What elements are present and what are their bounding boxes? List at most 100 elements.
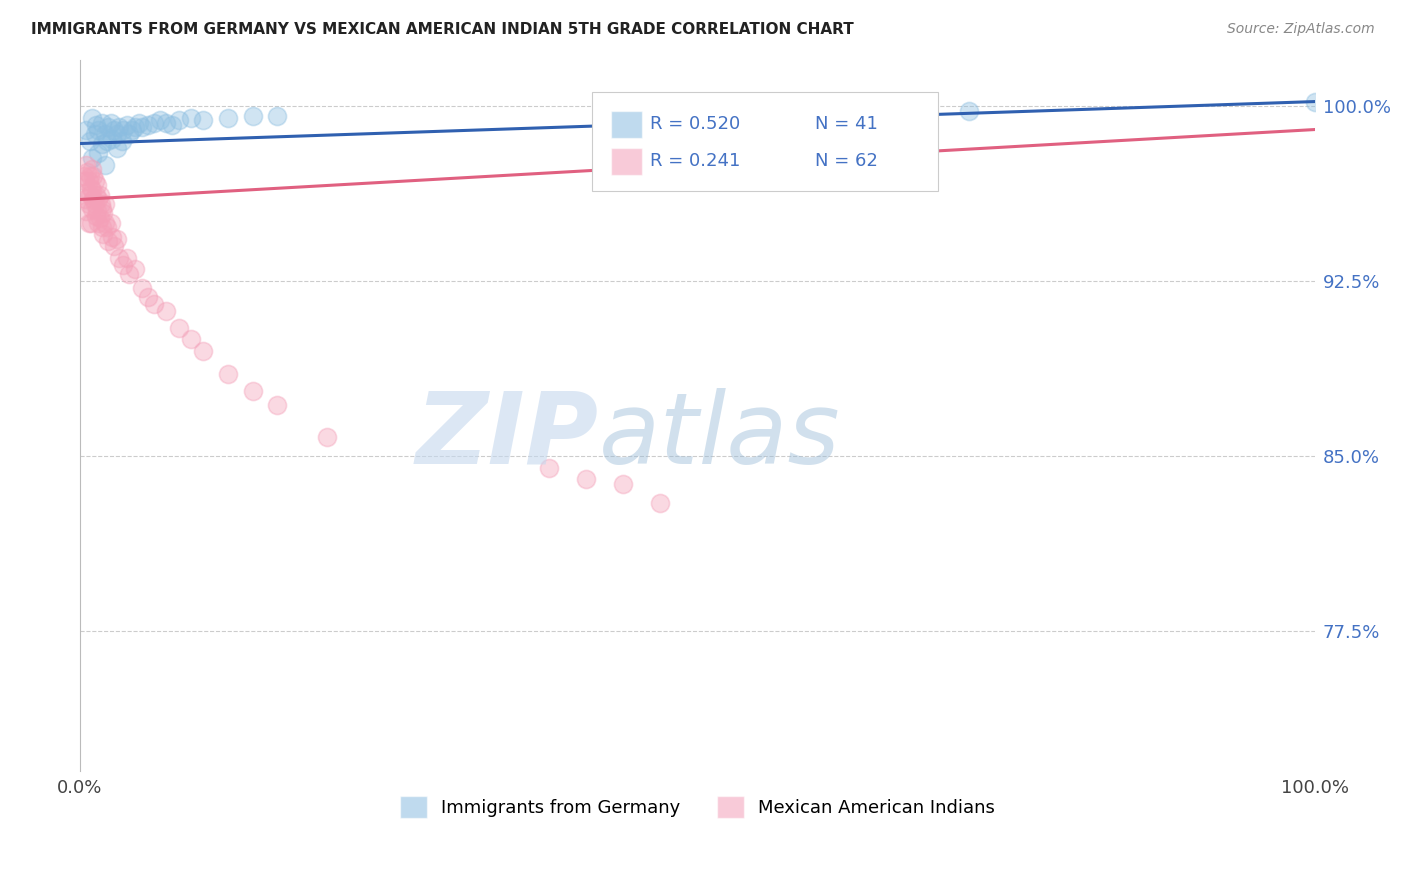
Point	[82, 183, 104, 197]
Point	[217, 368, 239, 382]
Point	[100, 216, 122, 230]
Point	[77, 197, 100, 211]
Text: R = 0.241: R = 0.241	[651, 153, 741, 170]
Point	[96, 220, 118, 235]
Point	[87, 193, 110, 207]
Text: R = 0.520: R = 0.520	[651, 115, 741, 133]
Point	[105, 127, 128, 141]
Point	[82, 151, 104, 165]
Point	[142, 297, 165, 311]
Point	[82, 193, 104, 207]
Point	[124, 120, 146, 135]
Point	[87, 145, 110, 160]
Point	[101, 132, 124, 146]
Point	[80, 216, 103, 230]
Point	[115, 251, 138, 265]
Point	[79, 187, 101, 202]
Point	[193, 113, 215, 128]
Point	[82, 111, 104, 125]
Point	[105, 232, 128, 246]
Point	[242, 109, 264, 123]
Point	[73, 193, 96, 207]
Legend: Immigrants from Germany, Mexican American Indians: Immigrants from Germany, Mexican America…	[392, 789, 1002, 826]
Point	[84, 118, 107, 132]
Point	[84, 209, 107, 223]
Text: IMMIGRANTS FROM GERMANY VS MEXICAN AMERICAN INDIAN 5TH GRADE CORRELATION CHART: IMMIGRANTS FROM GERMANY VS MEXICAN AMERI…	[31, 22, 853, 37]
Point	[315, 430, 337, 444]
Point	[91, 220, 114, 235]
Point	[136, 290, 159, 304]
Point	[80, 181, 103, 195]
Point	[77, 216, 100, 230]
Point	[87, 216, 110, 230]
Point	[118, 127, 141, 141]
Point	[97, 120, 120, 135]
Point	[84, 187, 107, 202]
Point	[75, 157, 97, 171]
Point	[167, 320, 190, 334]
Point	[108, 251, 131, 265]
Point	[217, 111, 239, 125]
Point	[121, 122, 143, 136]
Point	[142, 115, 165, 129]
Point	[86, 178, 108, 193]
Point	[76, 164, 98, 178]
Point	[167, 113, 190, 128]
Point	[155, 304, 177, 318]
Point	[89, 211, 111, 226]
Point	[82, 169, 104, 184]
Point	[83, 174, 105, 188]
Point	[131, 120, 153, 135]
Text: N = 41: N = 41	[814, 115, 877, 133]
Point	[91, 227, 114, 242]
Point	[97, 235, 120, 249]
Point	[72, 169, 94, 184]
Point	[103, 239, 125, 253]
Point	[612, 477, 634, 491]
Point	[128, 115, 150, 129]
Point	[91, 202, 114, 216]
Point	[93, 197, 115, 211]
Text: N = 62: N = 62	[814, 153, 877, 170]
Point	[79, 169, 101, 184]
Point	[266, 398, 288, 412]
Point	[112, 258, 135, 272]
Point	[155, 115, 177, 129]
Point	[75, 122, 97, 136]
Point	[90, 197, 112, 211]
Text: Source: ZipAtlas.com: Source: ZipAtlas.com	[1227, 22, 1375, 37]
Point	[93, 216, 115, 230]
Point	[538, 460, 561, 475]
Point	[118, 267, 141, 281]
Point	[82, 202, 104, 216]
Point	[115, 118, 138, 132]
Point	[180, 332, 202, 346]
Point	[93, 157, 115, 171]
Point	[77, 174, 100, 188]
Point	[82, 162, 104, 177]
Point	[87, 122, 110, 136]
Point	[136, 118, 159, 132]
Point	[193, 344, 215, 359]
Point	[79, 134, 101, 148]
Point	[91, 206, 114, 220]
Bar	[610, 111, 641, 138]
Point	[101, 229, 124, 244]
Point	[76, 186, 98, 200]
Point	[162, 118, 184, 132]
Point	[103, 122, 125, 136]
Point	[124, 262, 146, 277]
Point	[111, 134, 134, 148]
Bar	[610, 148, 641, 175]
Point	[242, 384, 264, 398]
Point	[96, 134, 118, 148]
Point	[266, 109, 288, 123]
Point	[83, 127, 105, 141]
Point	[180, 111, 202, 125]
Point	[91, 115, 114, 129]
Point	[91, 136, 114, 151]
Point	[83, 197, 105, 211]
Point	[131, 281, 153, 295]
FancyBboxPatch shape	[592, 92, 938, 191]
Point	[957, 103, 980, 118]
